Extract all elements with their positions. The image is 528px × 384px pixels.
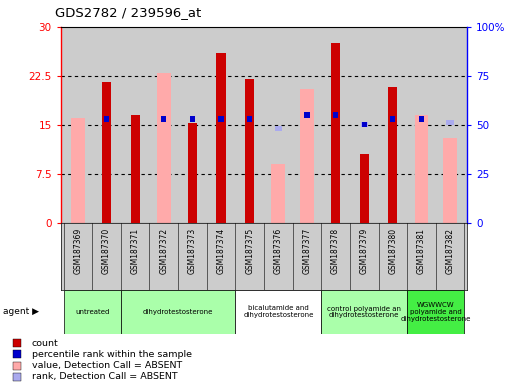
Bar <box>300 89 314 223</box>
Bar <box>388 87 398 223</box>
Bar <box>130 115 140 223</box>
Bar <box>102 83 111 223</box>
Bar <box>275 126 282 131</box>
Text: GSM187371: GSM187371 <box>130 228 140 274</box>
Bar <box>360 154 369 223</box>
Text: GSM187378: GSM187378 <box>331 228 340 274</box>
Bar <box>333 113 338 118</box>
Text: GDS2782 / 239596_at: GDS2782 / 239596_at <box>55 6 202 19</box>
Text: GSM187379: GSM187379 <box>360 228 369 274</box>
Text: GSM187370: GSM187370 <box>102 228 111 274</box>
Text: percentile rank within the sample: percentile rank within the sample <box>32 350 192 359</box>
Bar <box>63 290 121 334</box>
Text: GSM187380: GSM187380 <box>388 228 398 274</box>
Bar <box>104 116 109 121</box>
Bar <box>390 116 395 121</box>
Text: GSM187381: GSM187381 <box>417 228 426 274</box>
Text: control polyamide an
dihydrotestosterone: control polyamide an dihydrotestosterone <box>327 306 401 318</box>
Bar <box>216 53 225 223</box>
Bar <box>271 164 285 223</box>
Bar <box>362 122 367 127</box>
Text: agent ▶: agent ▶ <box>3 308 39 316</box>
Bar <box>235 290 321 334</box>
Text: rank, Detection Call = ABSENT: rank, Detection Call = ABSENT <box>32 372 177 381</box>
Bar <box>121 290 235 334</box>
Text: GSM187369: GSM187369 <box>73 228 82 274</box>
Bar <box>161 116 166 121</box>
Text: WGWWCW
polyamide and
dihydrotestosterone: WGWWCW polyamide and dihydrotestosterone <box>401 302 471 322</box>
Bar <box>219 116 224 121</box>
Text: GSM187372: GSM187372 <box>159 228 168 274</box>
Bar <box>247 116 252 121</box>
Bar <box>414 115 428 223</box>
Bar <box>447 120 454 126</box>
Text: GSM187382: GSM187382 <box>446 228 455 274</box>
Text: count: count <box>32 339 59 348</box>
Bar <box>331 43 340 223</box>
Text: GSM187373: GSM187373 <box>188 228 197 274</box>
Bar <box>443 138 457 223</box>
Bar <box>304 113 309 118</box>
Text: GSM187376: GSM187376 <box>274 228 283 274</box>
Bar <box>188 124 197 223</box>
Text: GSM187377: GSM187377 <box>303 228 312 274</box>
Bar <box>407 290 465 334</box>
Bar <box>321 290 407 334</box>
Text: untreated: untreated <box>75 309 109 315</box>
Text: value, Detection Call = ABSENT: value, Detection Call = ABSENT <box>32 361 182 370</box>
Text: dihydrotestosterone: dihydrotestosterone <box>143 309 213 315</box>
Bar <box>245 79 254 223</box>
Bar <box>190 116 195 121</box>
Bar <box>419 116 424 121</box>
Bar <box>361 122 368 127</box>
Bar <box>71 118 85 223</box>
Text: GSM187375: GSM187375 <box>245 228 254 274</box>
Text: bicalutamide and
dihydrotestosterone: bicalutamide and dihydrotestosterone <box>243 306 314 318</box>
Text: GSM187374: GSM187374 <box>216 228 225 274</box>
Bar <box>157 73 171 223</box>
